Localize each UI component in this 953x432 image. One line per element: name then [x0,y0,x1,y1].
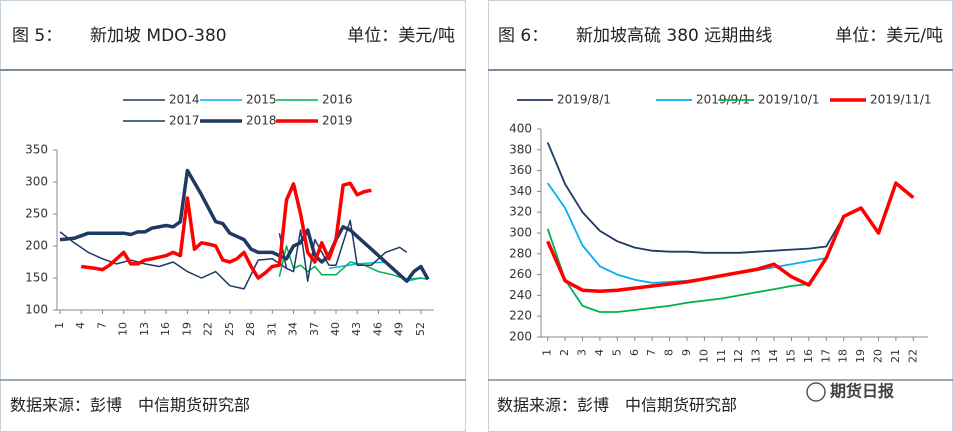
x-tick-label: 6 [628,349,641,356]
right-panel [488,0,953,432]
x-tick-label: 10 [697,349,710,363]
y-tick-label: 280 [509,246,532,260]
legend-label: 2014 [169,93,200,107]
x-tick-label: 46 [371,322,384,336]
source: 数据来源：彭博 中信期货研究部 [10,396,250,415]
x-tick-label: 43 [350,322,363,336]
watermark-icon [806,382,826,402]
y-tick-label: 380 [509,142,532,156]
x-tick-label: 8 [663,349,676,356]
x-tick-label: 20 [871,349,884,363]
x-tick-label: 10 [117,322,130,336]
x-tick-label: 17 [819,349,832,363]
x-tick-label: 34 [287,322,300,336]
x-tick-label: 4 [74,322,87,329]
legend-label: 2019/8/1 [557,93,611,107]
y-tick-label: 100 [25,303,48,317]
series-line [546,228,809,313]
x-tick-label: 12 [732,349,745,363]
legend-label: 2019 [322,114,353,128]
x-tick-label: 21 [889,349,902,363]
series-line [59,231,287,290]
x-tick-label: 4 [593,349,606,356]
x-tick-label: 40 [329,322,342,336]
x-tick-label: 19 [180,322,193,336]
x-tick-label: 22 [202,322,215,336]
x-tick-label: 16 [802,349,815,363]
watermark: 期货日报 [830,382,894,401]
source: 数据来源：彭博 中信期货研究部 [497,396,737,415]
legend-label: 2019/10/1 [758,93,820,107]
legend-label: 2015 [246,93,277,107]
y-tick-label: 260 [509,267,532,281]
x-tick-label: 15 [784,349,797,363]
y-tick-label: 320 [509,205,532,219]
chart-left: 100 150 200 250 300 350 1 4 7 10 13 16 19 22 25 28 31 34 3… [25,93,434,336]
x-tick-label: 28 [244,322,257,336]
y-tick-label: 150 [25,271,48,285]
y-tick-label: 350 [25,143,48,157]
legend-label: 2019/11/1 [870,93,932,107]
x-tick-label: 37 [308,322,321,336]
x-tick-label: 16 [159,322,172,336]
y-tick-label: 240 [509,288,532,302]
y-tick-label: 200 [25,239,48,253]
y-tick-label: 300 [25,175,48,189]
x-tick-label: 2 [558,349,571,356]
x-tick-label: 11 [715,349,728,363]
series-line [546,181,915,293]
figure-number: 图 5： [12,26,62,46]
y-tick-label: 400 [509,122,532,136]
legend-label: 2018 [246,114,277,128]
x-tick-label: 25 [223,322,236,336]
chart-title: 新加坡 MDO-380 [90,26,227,46]
x-tick-label: 7 [95,322,108,329]
legend-label: 2017 [169,114,200,128]
y-tick-label: 200 [509,330,532,344]
series-line [80,181,372,280]
unit: 单位：美元/吨 [347,26,455,46]
x-tick-label: 13 [750,349,763,363]
left-panel [0,0,466,432]
x-tick-label: 31 [265,322,278,336]
y-tick-label: 360 [509,163,532,177]
x-tick-label: 13 [138,322,151,336]
legend-label: 2016 [322,93,353,107]
x-tick-label: 19 [854,349,867,363]
x-tick-label: 22 [906,349,919,363]
chart-title: 新加坡高硫 380 远期曲线 [576,26,772,46]
y-tick-label: 220 [509,309,532,323]
series-line [59,168,430,283]
x-tick-label: 52 [414,322,427,336]
unit: 单位：美元/吨 [835,26,943,46]
x-tick-label: 18 [837,349,850,363]
y-tick-label: 300 [509,226,532,240]
x-tick-label: 1 [541,349,554,356]
series-line [546,142,845,254]
figure-number: 图 6： [498,26,548,46]
x-tick-label: 3 [576,349,589,356]
x-tick-label: 49 [393,322,406,336]
y-tick-label: 250 [25,207,48,221]
x-tick-label: 5 [610,349,623,356]
x-tick-label: 1 [53,322,66,329]
x-tick-label: 7 [645,349,658,356]
series-line [278,219,408,282]
x-tick-label: 14 [767,349,780,363]
y-tick-label: 340 [509,184,532,198]
x-tick-label: 9 [680,349,693,356]
